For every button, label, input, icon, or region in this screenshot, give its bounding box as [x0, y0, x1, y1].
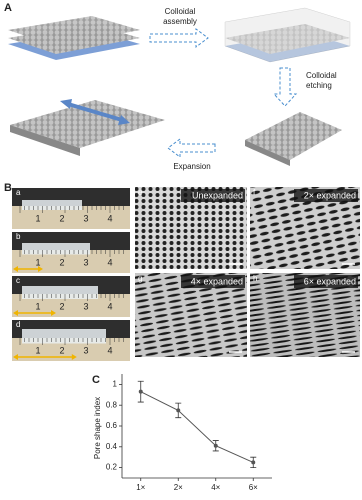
- chart: 0.2 0.4 0.6 0.8 1 1× 2× 4× 6×: [106, 374, 272, 492]
- arrow: [149, 28, 298, 158]
- caption-bg: [181, 275, 245, 288]
- sem-tag: e: [138, 188, 143, 197]
- sem-tag: f: [253, 188, 256, 197]
- ruler-number: 3: [83, 345, 88, 355]
- y-tick-label: 1: [113, 380, 118, 389]
- sem-tag: h: [253, 274, 257, 283]
- ruler-number: 2: [59, 257, 64, 267]
- panel-label: C: [92, 374, 100, 386]
- sem-caption: 4× expanded: [191, 276, 243, 286]
- photo-column: 1 2 3 4 a 1 2 3 4 b 1 2 3 4 c 1 2 3 4 d: [12, 188, 130, 361]
- panel-label: B: [4, 182, 12, 194]
- line: [140, 391, 254, 463]
- ruler-number: 3: [83, 257, 88, 267]
- x-tick-label: 4×: [211, 483, 220, 492]
- film: [22, 286, 98, 299]
- caption-bg: [181, 189, 245, 202]
- ruler-number: 2: [59, 213, 64, 223]
- ruler-number: 4: [107, 345, 112, 355]
- arrow-head: [38, 266, 43, 272]
- ruler-number: 1: [35, 301, 40, 311]
- photo-tag: d: [16, 320, 20, 329]
- photo-tag: b: [16, 232, 21, 241]
- ruler-number: 1: [35, 213, 40, 223]
- step-label: Colloidal: [165, 7, 196, 16]
- sem-caption: 6× expanded: [304, 276, 356, 286]
- x-tick-label: 6×: [249, 483, 258, 492]
- ruler-number: 1: [35, 257, 40, 267]
- ruler: [12, 294, 130, 317]
- y-axis-label: Pore shape index: [93, 397, 102, 459]
- slab-1: [8, 16, 140, 60]
- arrow-head: [13, 354, 18, 360]
- slab-2: [224, 7, 351, 63]
- caption-bg: [294, 189, 358, 202]
- photo-tag: c: [16, 276, 20, 285]
- ruler-number: 2: [59, 301, 64, 311]
- sem-caption: Unexpanded: [192, 190, 243, 200]
- point: [138, 389, 143, 394]
- photo-tag: a: [16, 188, 21, 197]
- arrow-head: [13, 266, 18, 272]
- ruler-number: 4: [107, 301, 112, 311]
- film: [22, 200, 82, 210]
- ruler-number: 4: [107, 257, 112, 267]
- ruler: [12, 206, 130, 229]
- sem-tag: g: [138, 274, 142, 283]
- sem-caption: 2× expanded: [304, 190, 356, 200]
- y-tick-label: 0.4: [106, 442, 118, 451]
- caption-bg: [294, 275, 358, 288]
- step-label: etching: [306, 81, 332, 90]
- arrow-head: [13, 310, 18, 316]
- step-label: Colloidal: [306, 71, 337, 80]
- slab-4: [10, 99, 165, 156]
- point: [213, 443, 218, 448]
- ruler-number: 3: [83, 213, 88, 223]
- panel-label: A: [4, 2, 12, 14]
- y-tick-label: 0.2: [106, 463, 118, 472]
- x-tick-label: 2×: [174, 483, 183, 492]
- y-tick-label: 0.6: [106, 421, 118, 430]
- y-tick-label: 0.8: [106, 400, 118, 409]
- sem-grid: Unexpanded e 2× expanded f 4× expanded g 6× ex…: [135, 187, 360, 357]
- step-label: assembly: [163, 17, 197, 26]
- ruler: [12, 338, 130, 361]
- film: [22, 329, 106, 344]
- ruler-number: 1: [35, 345, 40, 355]
- ruler-number: 2: [59, 345, 64, 355]
- slab-3: [245, 112, 342, 166]
- ruler-number: 4: [107, 213, 112, 223]
- point: [176, 408, 181, 413]
- x-tick-label: 1×: [136, 483, 145, 492]
- ruler: [12, 250, 130, 273]
- arrow-head: [51, 310, 56, 316]
- step-label: Expansion: [173, 162, 210, 171]
- film: [22, 243, 90, 255]
- ruler-number: 3: [83, 301, 88, 311]
- arrow-head: [71, 354, 77, 360]
- point: [251, 460, 256, 465]
